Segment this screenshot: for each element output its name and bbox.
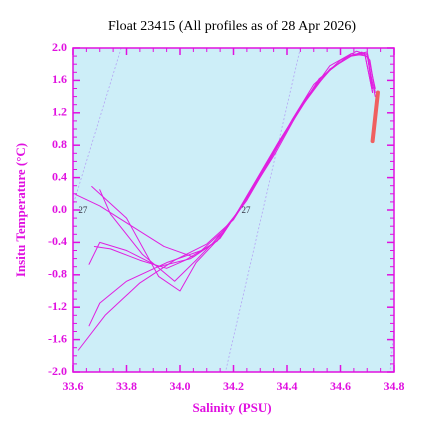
chart-title: Float 23415 (All profiles as of 28 Apr 2… bbox=[108, 19, 356, 34]
y-tick-label: 1.6 bbox=[52, 72, 67, 86]
profile-line bbox=[93, 52, 374, 269]
isopycnal bbox=[72, 47, 122, 206]
plot-background bbox=[73, 48, 394, 372]
y-tick-label: -0.4 bbox=[48, 234, 67, 248]
x-tick-label: 33.6 bbox=[63, 379, 84, 393]
contour-label: 27 bbox=[78, 205, 88, 215]
x-tick-label: 34.2 bbox=[223, 379, 244, 393]
contour-label: 27 bbox=[242, 205, 252, 215]
x-axis-label: Salinity (PSU) bbox=[192, 400, 271, 415]
y-axis-label: Insitu Temperature (°C) bbox=[13, 143, 28, 277]
x-tick-label: 34.8 bbox=[384, 379, 405, 393]
isopycnal bbox=[389, 327, 395, 373]
y-tick-label: 2.0 bbox=[52, 40, 67, 54]
profile-line bbox=[370, 90, 380, 144]
x-tick-label: 34.6 bbox=[330, 379, 351, 393]
y-tick-label: 1.2 bbox=[52, 105, 67, 119]
isopycnal bbox=[225, 47, 301, 373]
profile-line bbox=[88, 50, 374, 327]
y-tick-label: 0.0 bbox=[52, 202, 67, 216]
y-tick-label: -2.0 bbox=[48, 364, 67, 378]
y-tick-label: 0.4 bbox=[52, 169, 67, 183]
profile-line bbox=[99, 53, 374, 282]
x-tick-label: 34.0 bbox=[170, 379, 191, 393]
y-tick-label: -0.8 bbox=[48, 267, 67, 281]
y-tick-label: 0.8 bbox=[52, 137, 67, 151]
y-tick-label: -1.2 bbox=[48, 299, 67, 313]
x-tick-label: 33.8 bbox=[116, 379, 137, 393]
x-tick-label: 34.4 bbox=[277, 379, 298, 393]
y-tick-label: -1.6 bbox=[48, 331, 67, 345]
